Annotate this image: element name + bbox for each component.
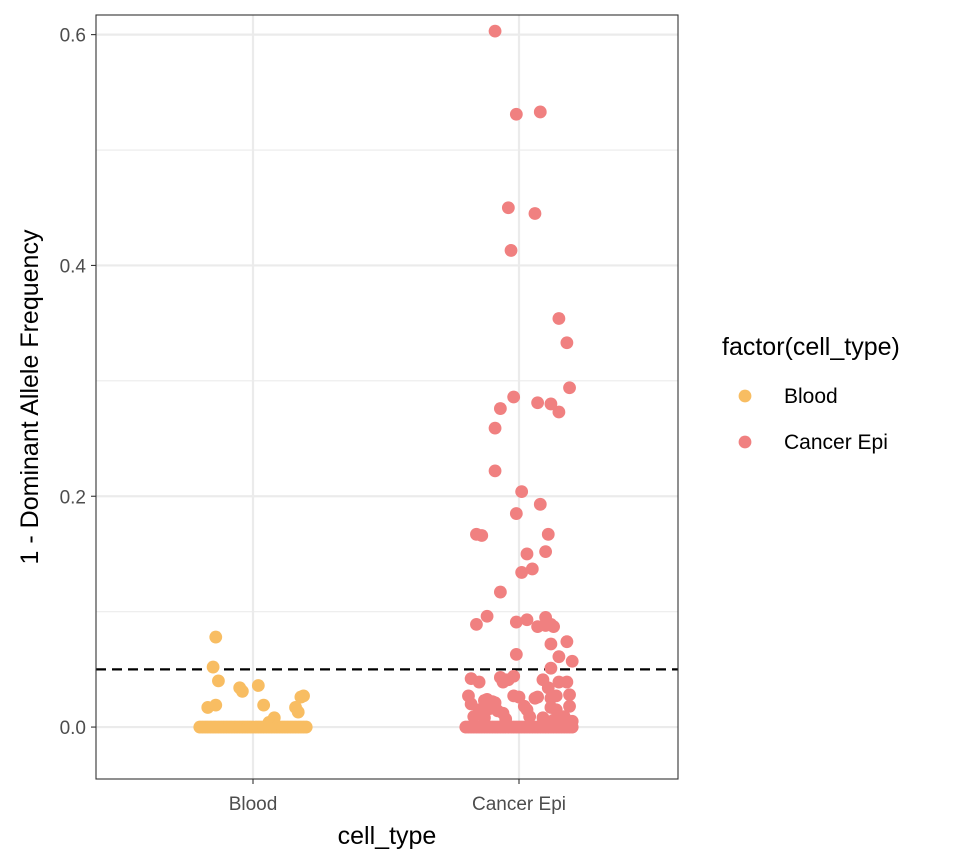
plot-panel-border [95,14,679,780]
data-point-cancer-epi [509,647,523,661]
data-point-cancer-epi [560,336,574,350]
data-point-cancer-epi [488,464,502,478]
data-point-cancer-epi [488,421,502,435]
data-point-blood [291,705,305,719]
data-point-cancer-epi [493,402,507,415]
data-point-cancer-epi [509,507,523,520]
minor-gridlines [96,149,678,613]
data-point-blood [209,698,223,712]
data-points [193,24,579,734]
y-tick-label: 0.2 [60,487,86,508]
y-axis-title: 1 - Dominant Allele Frequency [16,229,44,564]
data-point-cancer-epi [520,613,534,627]
data-point-cancer-epi [552,405,566,419]
data-point-blood [206,660,220,674]
data-point-cancer-epi [515,566,529,579]
data-point-cancer-epi [501,201,515,215]
data-point-cancer-epi [560,635,574,649]
data-point-cancer-epi [560,675,574,689]
data-point-blood [209,630,223,644]
data-point-cancer-epi [531,690,545,704]
data-point-cancer-epi [552,312,566,325]
x-axis-title: cell_type [338,822,437,850]
legend: factor(cell_type) Blood Cancer Epi [722,333,900,454]
data-point-blood [297,689,310,703]
x-tick-label: Blood [229,794,278,815]
data-point-blood [212,674,225,688]
data-point-cancer-epi [549,689,563,703]
data-point-cancer-epi [523,710,537,724]
data-point-cancer-epi [507,390,521,404]
data-point-cancer-epi [552,650,566,664]
data-point-cancer-epi [547,620,560,634]
legend-label-cancer-epi: Cancer Epi [784,431,888,454]
data-point-cancer-epi [544,637,558,651]
data-point-blood [251,679,265,692]
data-point-blood [235,684,249,698]
data-point-cancer-epi [470,617,483,631]
data-point-cancer-epi [528,207,542,220]
x-tick-label: Cancer Epi [472,794,566,815]
data-point-cancer-epi [496,675,510,689]
data-point-cancer-epi [563,381,576,395]
data-point-cancer-epi [531,396,545,410]
y-tick-label: 0.6 [60,26,86,47]
data-point-cancer-epi [480,609,494,623]
data-point-cancer-epi [504,244,518,257]
y-axis-ticks: 0.0 0.2 0.4 0.6 [60,26,96,739]
data-point-cancer-epi [544,661,558,675]
plot-panel-background [96,15,678,779]
data-point-cancer-epi [488,24,502,38]
data-point-cancer-epi [467,710,481,724]
data-point-cancer-epi [541,681,555,695]
legend-key-cancer-epi [738,435,752,449]
data-point-cancer-epi [544,397,558,411]
legend-key-blood [738,389,752,403]
legend-label-blood: Blood [784,385,838,408]
data-point-cancer-epi [515,485,529,499]
data-point-cancer-epi [565,720,579,734]
data-point-cancer-epi [533,105,547,119]
data-point-cancer-epi [507,669,521,683]
data-point-cancer-epi [493,585,507,599]
data-point-cancer-epi [472,675,486,689]
data-point-cancer-epi [563,688,576,702]
data-point-cancer-epi [533,497,547,511]
data-point-cancer-epi [563,699,576,713]
data-point-blood [257,698,271,712]
data-point-cancer-epi [565,654,579,668]
y-tick-label: 0.4 [60,256,87,277]
data-point-cancer-epi [541,527,555,541]
data-point-cancer-epi [539,545,552,559]
data-point-cancer-epi [520,547,534,561]
legend-title: factor(cell_type) [722,333,900,361]
data-point-blood [299,720,313,734]
data-point-cancer-epi [509,107,523,121]
data-point-cancer-epi [525,562,539,576]
y-tick-label: 0.0 [60,718,86,739]
data-point-cancer-epi [475,529,489,542]
x-axis-ticks: Blood Cancer Epi [229,779,566,815]
data-point-cancer-epi [509,615,523,629]
